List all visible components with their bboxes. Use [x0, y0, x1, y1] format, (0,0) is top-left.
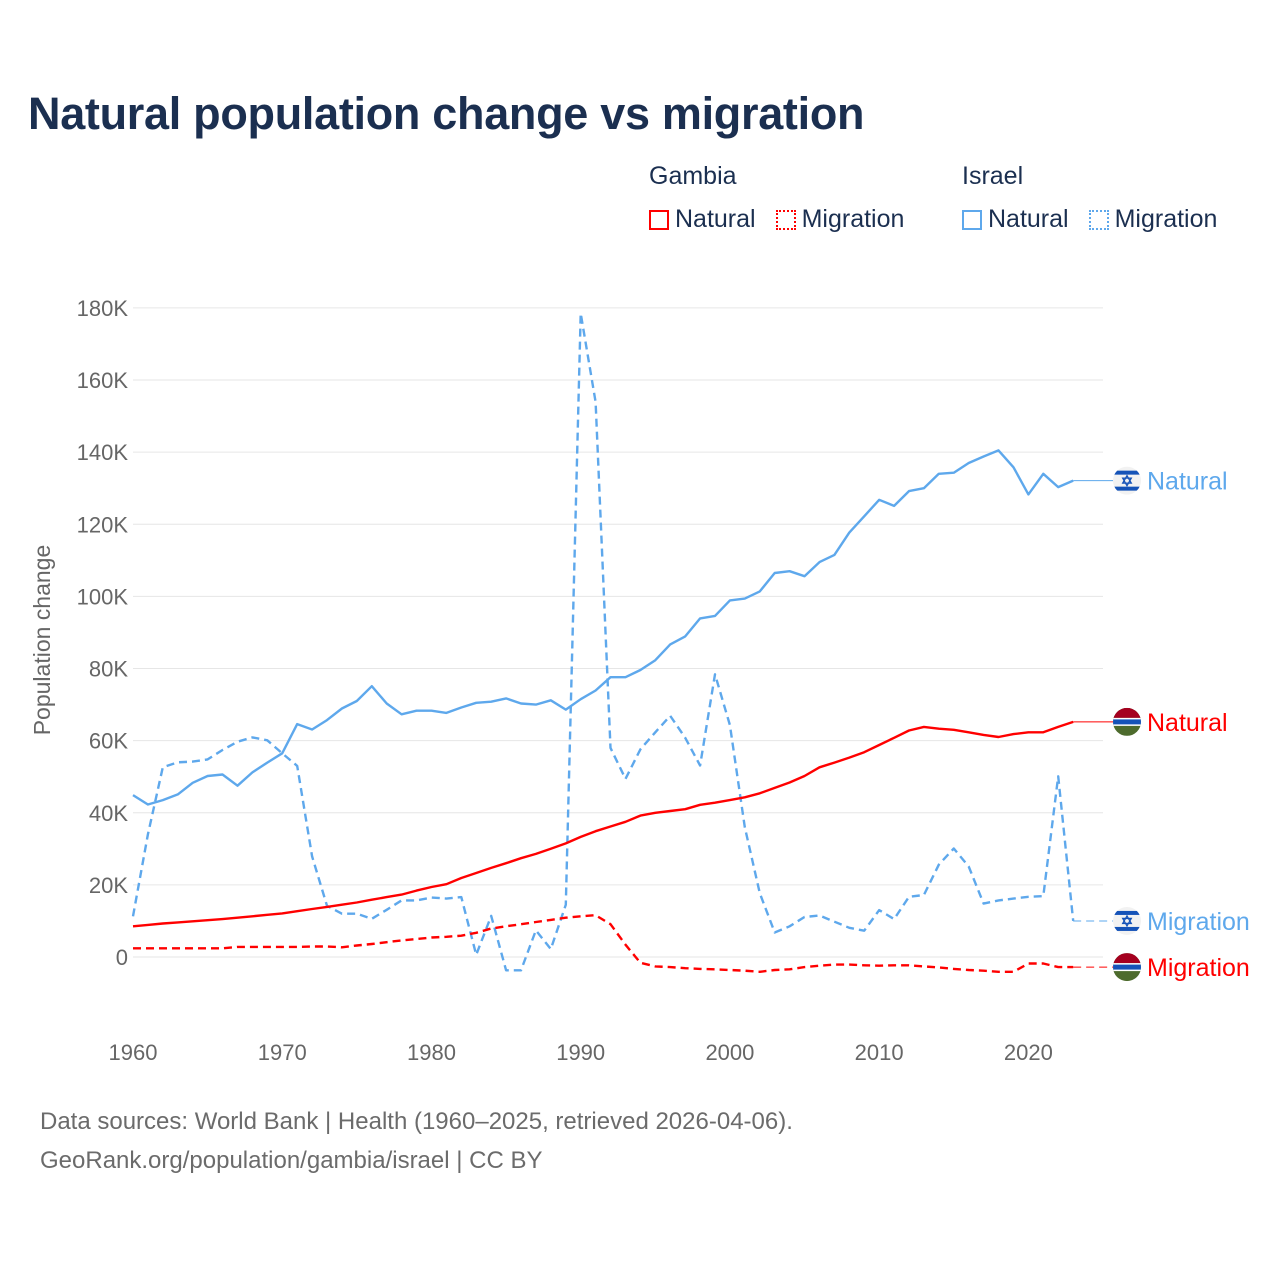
- y-axis-title: Population change: [29, 545, 55, 736]
- x-tick-label: 2010: [855, 1040, 904, 1065]
- legend-label: Migration: [1114, 205, 1218, 233]
- star-of-david-icon: [1121, 474, 1133, 487]
- y-axis-ticks: 0 20K 40K 60K 80K 100K 120K 140K 160K 180K: [77, 296, 129, 970]
- legend-title-israel: Israel: [962, 162, 1024, 190]
- x-tick-label: 1980: [407, 1040, 456, 1065]
- flag-stripe: [1113, 486, 1141, 491]
- legend-label: Migration: [801, 205, 905, 233]
- legend-label: Natural: [675, 205, 756, 233]
- y-tick-label: 60K: [89, 729, 128, 754]
- flag-stripe: [1113, 470, 1141, 475]
- gridlines: [133, 307, 1103, 958]
- solid-swatch-icon: [962, 209, 982, 230]
- flag-stripe: [1113, 926, 1141, 931]
- solid-swatch-icon: [649, 209, 669, 230]
- legend-item-israel-natural[interactable]: Natural: [962, 205, 1069, 234]
- legend-item-gambia-natural[interactable]: Natural: [649, 205, 756, 234]
- series-end-label: Natural: [1147, 468, 1228, 496]
- legend-israel: Israel Natural Migration: [962, 162, 1217, 234]
- series-end-label: Migration: [1147, 908, 1250, 936]
- flag-body: [1113, 906, 1141, 935]
- dotted-swatch-icon: [775, 209, 796, 230]
- x-tick-label: 1990: [556, 1040, 605, 1065]
- flag-stripe: [1113, 910, 1141, 915]
- y-tick-label: 160K: [77, 368, 129, 393]
- y-tick-label: 0: [116, 945, 128, 970]
- x-axis-ticks: 1960 1970 1980 1990 2000 2010 2020: [109, 1040, 1053, 1065]
- legend-gambia: Gambia Natural Migration: [649, 162, 904, 234]
- y-tick-label: 40K: [89, 801, 128, 826]
- gambia-natural-line: [132, 720, 1074, 928]
- legend-title-gambia: Gambia: [649, 162, 737, 190]
- flag-stripe: [1113, 707, 1141, 718]
- y-tick-label: 20K: [89, 873, 128, 898]
- flag-body: [1113, 953, 1141, 982]
- gambia-flag-icon: [1113, 707, 1141, 736]
- flag-stripe: [1113, 719, 1141, 725]
- y-tick-label: 180K: [77, 296, 129, 321]
- israel-flag-icon: [1113, 466, 1141, 495]
- gambia-flag-icon: [1113, 953, 1141, 982]
- legend-item-israel-migration[interactable]: Migration: [1088, 205, 1218, 234]
- y-tick-label: 100K: [77, 584, 129, 609]
- dotted-swatch-icon: [1088, 209, 1109, 230]
- end-labels: Natural Migration Natural Migration: [1073, 466, 1250, 982]
- israel-flag-icon: [1113, 906, 1141, 935]
- chart-title: Natural population change vs migration: [28, 88, 865, 139]
- series-lines: [131, 312, 1075, 973]
- flag-stripe: [1113, 964, 1141, 970]
- flag-body: [1113, 466, 1141, 495]
- x-tick-label: 2000: [705, 1040, 754, 1065]
- y-tick-label: 120K: [77, 512, 129, 537]
- flag-body: [1113, 707, 1141, 736]
- footer-sources: Data sources: World Bank | Health (1960–…: [40, 1108, 793, 1135]
- series-end-label: Migration: [1147, 954, 1250, 982]
- flag-stripe: [1113, 953, 1141, 964]
- x-tick-label: 1960: [109, 1040, 158, 1065]
- x-tick-label: 1970: [258, 1040, 307, 1065]
- legend-item-gambia-migration[interactable]: Migration: [775, 205, 905, 234]
- footer-link[interactable]: GeoRank.org/population/gambia/israel | C…: [40, 1147, 543, 1174]
- x-tick-label: 2020: [1004, 1040, 1053, 1065]
- israel-natural-line: [132, 449, 1074, 806]
- y-tick-label: 80K: [89, 657, 128, 682]
- legend-label: Natural: [988, 205, 1069, 233]
- star-of-david-icon: [1121, 914, 1133, 928]
- israel-migration-line: [131, 312, 1075, 972]
- series-end-label: Natural: [1147, 709, 1228, 737]
- gambia-migration-line: [133, 914, 1074, 973]
- y-tick-label: 140K: [77, 440, 129, 465]
